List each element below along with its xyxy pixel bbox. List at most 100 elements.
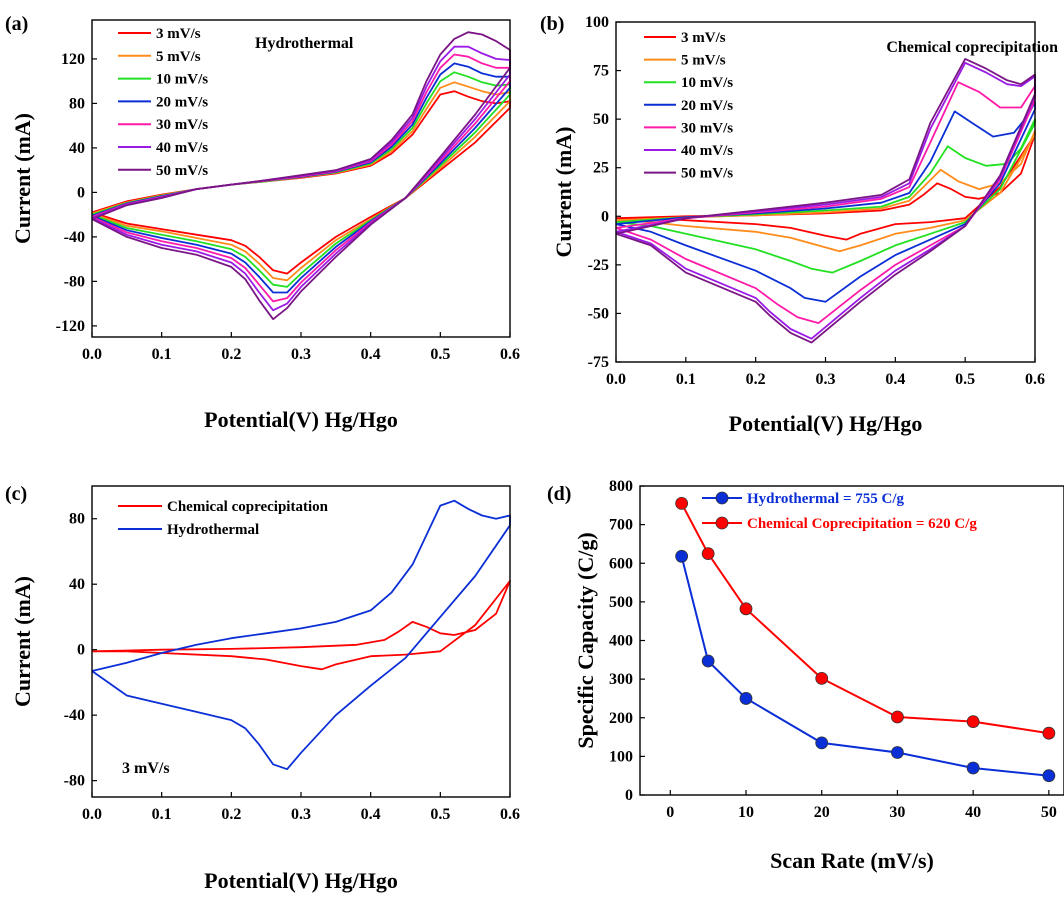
legend: 3 mV/s 5 mV/s 10 mV/s 20 mV/s 30 mV/s 40 mV/s… [118,26,208,179]
y-tick-label: -120 [56,318,85,335]
x-tick-label: 0.3 [291,346,311,363]
y-tick-label: 700 [609,517,633,534]
series-line-3 [91,71,511,288]
panel-label: (d) [547,483,571,505]
panel-annotation: 3 mV/s [122,760,170,777]
y-tick-label: 50 [593,111,609,128]
y-tick-label: 0 [77,642,85,659]
y-tick-label: 25 [593,160,609,177]
y-tick-label: 300 [609,671,633,688]
x-tick-label: 0.1 [152,806,172,823]
x-tick-label: 0.4 [361,346,381,363]
data-point [815,671,829,685]
data-point [739,602,753,616]
data-point [739,692,753,705]
x-axis-label: Potential(V) Hg/Hgo [729,411,923,436]
x-tick-label: 40 [965,804,981,821]
panel-label: (c) [5,483,27,505]
series-group [91,31,511,321]
x-tick-label: 0.4 [885,371,905,388]
x-axis-label: Potential(V) Hg/Hgo [204,868,398,893]
y-tick-label: 40 [69,140,85,157]
x-tick-label: 50 [1041,804,1057,821]
series-line-2 [615,129,1036,253]
series-group [675,496,1056,783]
legend-label: 3 mV/s [156,26,201,42]
y-tick-label: 0 [625,787,633,804]
series-line-2 [680,502,1050,735]
x-tick-label: 10 [738,804,754,821]
y-tick-label: -40 [64,229,85,246]
legend: Chemical coprecipitation Hydrothermal [118,499,329,538]
panel-d: (d)0 10 20 30 40 500100200300400500600700800S… [547,478,1064,873]
y-tick-label: 400 [609,633,633,650]
y-axis-label: Current (mA) [10,113,35,244]
y-axis-label: Current (mA) [10,576,35,707]
data-point [701,654,715,668]
y-tick-label: -80 [64,273,85,290]
y-tick-label: -50 [588,305,609,322]
y-tick-label: 80 [69,511,85,528]
x-tick-label: 0 [666,804,674,821]
legend-label: 20 mV/s [156,94,208,110]
x-tick-label: 0.0 [82,346,102,363]
y-tick-label: 40 [69,576,85,593]
legend-label: 40 mV/s [681,143,733,159]
series-group [91,499,511,771]
panel-annotation: Chemical coprecipitation [886,39,1058,56]
series-line-1 [680,556,1050,777]
y-tick-label: -75 [588,354,609,371]
x-tick-label: 0.2 [221,806,241,823]
x-tick-label: 0.3 [816,371,836,388]
y-tick-label: 120 [61,51,85,68]
series-line-2 [91,81,511,282]
y-tick-label: -25 [588,257,609,274]
y-tick-label: 80 [69,95,85,112]
x-tick-label: 0.2 [221,346,241,363]
panel-label: (a) [5,13,28,35]
panel-c: (c) 0.0 0.1 0.2 0.3 0.4 0.5 0.6 -80 -40 0 40 80 Poten… [5,483,520,893]
y-tick-label: -80 [64,773,85,790]
plot-frame [615,21,1036,363]
series-line-2 [91,499,511,771]
series-line-7 [615,58,1036,344]
panel-a: (a) 0.0 0.1 0.2 0.3 0.4 0.5 0.6 -120 -80 -40 0 40 80 1… [5,13,520,432]
data-point [701,547,715,560]
x-tick-label: 0.0 [606,371,626,388]
legend-label: 10 mV/s [681,75,733,91]
legend-label: 50 mV/s [681,166,733,182]
series-group [615,58,1036,344]
x-tick-label: 0.1 [676,371,696,388]
legend-label: 50 mV/s [156,163,208,179]
legend-label: Chemical Coprecipitation = 620 C/g [747,516,977,532]
legend-label: 40 mV/s [156,140,208,156]
data-point [891,710,904,724]
data-point [966,715,980,729]
legend-label: Hydrothermal = 755 C/g [747,491,905,507]
x-tick-label: 0.6 [500,346,520,363]
series-line-7 [91,31,511,321]
data-point [675,549,689,563]
y-tick-label: 0 [77,184,85,201]
y-tick-label: 500 [609,594,633,611]
x-axis-label: Potential(V) Hg/Hgo [204,407,398,432]
x-tick-label: 0.5 [430,346,450,363]
x-tick-label: 0.6 [1025,371,1045,388]
legend: Hydrothermal = 755 C/g Chemical Coprecipi… [702,491,977,532]
data-point [675,496,689,510]
y-tick-label: -40 [64,707,85,724]
x-axis-label: Scan Rate (mV/s) [770,848,934,873]
legend-label: 5 mV/s [681,53,726,69]
x-tick-label: 30 [889,804,905,821]
legend-label: 30 mV/s [681,120,733,136]
x-tick-label: 0.6 [500,806,520,823]
x-tick-label: 0.2 [746,371,766,388]
legend-label: 30 mV/s [156,117,208,133]
data-point [1042,769,1056,783]
data-point [966,761,980,775]
x-tick-label: 0.0 [82,806,102,823]
y-axis-label: Current (mA) [551,127,576,258]
y-tick-label: 75 [593,63,609,80]
legend-label: 20 mV/s [681,98,733,114]
